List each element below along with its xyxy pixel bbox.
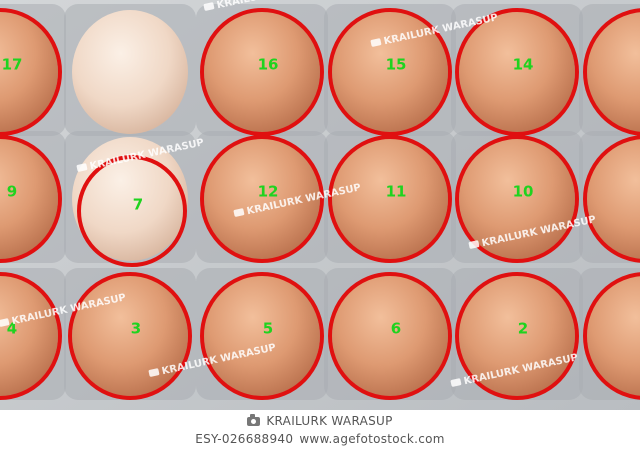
egg-shell	[204, 10, 320, 134]
egg	[72, 10, 188, 134]
credit-line: KRAILURK WARASUP	[0, 413, 640, 428]
egg-shell	[72, 10, 188, 134]
egg-9: 9	[0, 135, 62, 263]
egg-shell	[459, 274, 575, 398]
egg-shell	[332, 274, 448, 398]
egg-shell	[72, 274, 188, 398]
egg-17: 17	[0, 8, 62, 136]
egg-shell	[332, 137, 448, 261]
detection-circle	[200, 135, 324, 263]
egg	[583, 8, 640, 136]
egg-number-label: 12	[258, 183, 279, 201]
egg-number-label: 17	[2, 56, 23, 74]
egg-10: 10	[455, 135, 579, 263]
egg-number-label: 9	[7, 183, 17, 201]
detection-circle	[455, 272, 579, 400]
egg-number-label: 16	[258, 56, 279, 74]
egg-number-label: 2	[518, 320, 528, 338]
credit-footer: KRAILURK WARASUP ESY-026688940 www.agefo…	[0, 410, 640, 449]
egg-number-label: 7	[133, 196, 143, 214]
egg-number-label: 3	[131, 320, 141, 338]
detection-circle	[328, 272, 452, 400]
detection-circle	[455, 135, 579, 263]
watermark-camera-icon	[0, 318, 10, 327]
egg-shell	[587, 137, 640, 261]
detection-circle	[328, 135, 452, 263]
egg-shell	[204, 137, 320, 261]
egg-shell	[587, 274, 640, 398]
image-id: ESY-026688940	[195, 432, 294, 446]
detection-circle	[200, 272, 324, 400]
egg-number-label: 14	[513, 56, 534, 74]
egg-shell	[459, 137, 575, 261]
watermark-camera-icon	[203, 2, 215, 11]
egg-shell	[0, 137, 58, 261]
detection-circle	[455, 8, 579, 136]
egg-15: 15	[328, 8, 452, 136]
egg-4: 4	[0, 272, 62, 400]
watermark-camera-icon	[76, 163, 88, 172]
detection-circle	[68, 272, 192, 400]
site-url: www.agefotostock.com	[299, 432, 445, 446]
egg-number-label: 6	[391, 320, 401, 338]
egg-shell	[0, 274, 58, 398]
egg-number-label: 10	[513, 183, 534, 201]
detection-circle	[0, 272, 62, 400]
egg-number-label: 11	[386, 183, 407, 201]
camera-icon	[247, 413, 261, 426]
detection-circle	[0, 8, 62, 136]
egg	[583, 135, 640, 263]
image-id-line: ESY-026688940 www.agefotostock.com	[0, 432, 640, 446]
egg-2: 2	[455, 272, 579, 400]
detection-circle	[583, 8, 640, 136]
egg-14: 14	[455, 8, 579, 136]
egg-number-label: 4	[7, 320, 17, 338]
detection-circle	[0, 135, 62, 263]
egg-6: 6	[328, 272, 452, 400]
egg-3: 3	[68, 272, 192, 400]
watermark-camera-icon	[233, 208, 245, 217]
egg-11: 11	[328, 135, 452, 263]
egg-shell	[204, 274, 320, 398]
egg-shell	[0, 10, 58, 134]
egg-5: 5	[200, 272, 324, 400]
watermark-camera-icon	[370, 38, 382, 47]
egg-shell	[332, 10, 448, 134]
watermark-camera-icon	[148, 368, 160, 377]
watermark-camera-icon	[468, 240, 480, 249]
detection-circle	[77, 155, 187, 267]
egg-number-label: 5	[263, 320, 273, 338]
egg-shell	[587, 10, 640, 134]
egg-7: 7	[72, 137, 188, 267]
egg	[583, 272, 640, 400]
detection-circle	[200, 8, 324, 136]
detection-circle	[583, 135, 640, 263]
watermark-camera-icon	[450, 378, 462, 387]
photographer-credit: KRAILURK WARASUP	[266, 414, 393, 428]
egg-12: 12	[200, 135, 324, 263]
egg-shell	[459, 10, 575, 134]
detection-circle	[328, 8, 452, 136]
egg-number-label: 15	[386, 56, 407, 74]
detection-circle	[583, 272, 640, 400]
egg-16: 16	[200, 8, 324, 136]
